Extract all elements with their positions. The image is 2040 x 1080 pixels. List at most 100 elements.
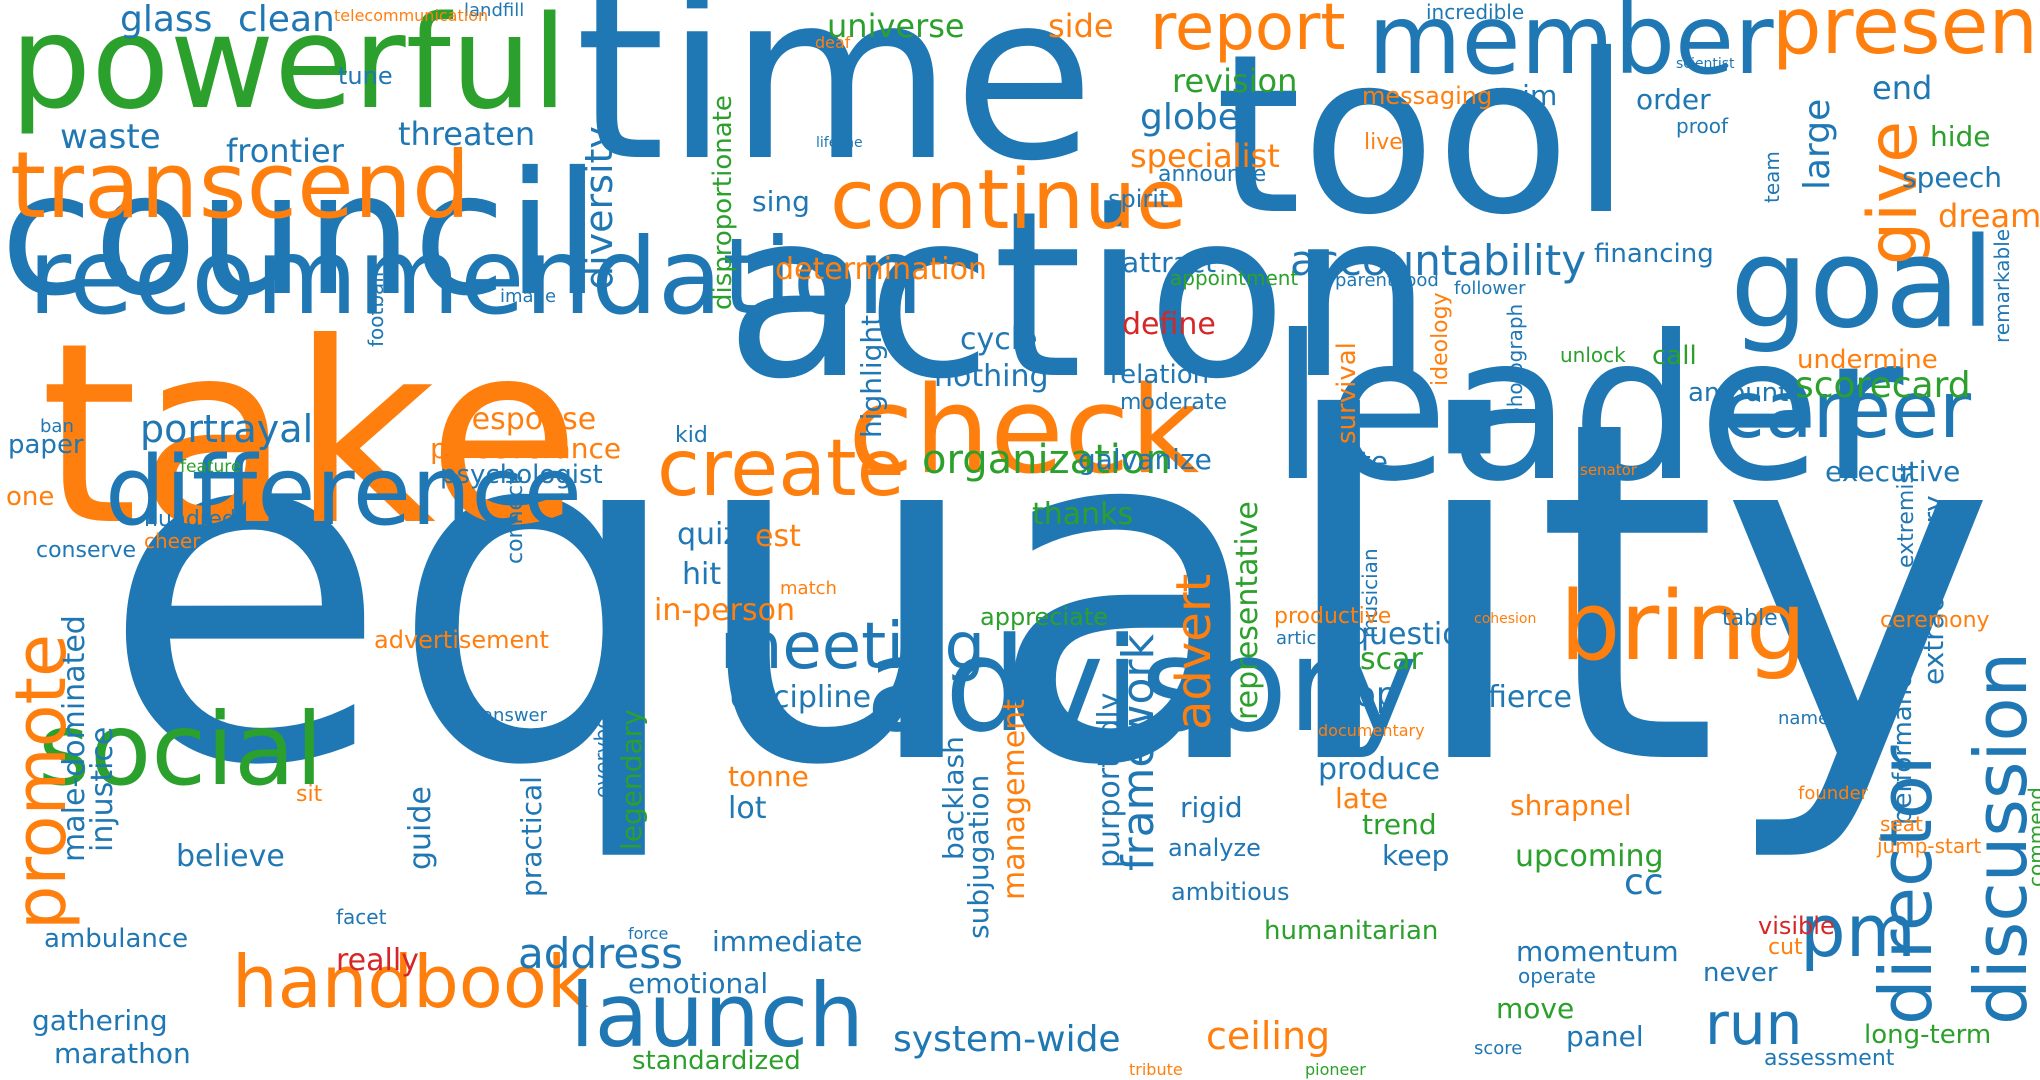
cloud-word: seat [1880,812,1923,836]
cloud-word: revision [1172,62,1298,100]
cloud-word: glass [120,0,213,40]
cloud-word: immediate [712,925,863,958]
cloud-word: quiz [677,517,740,552]
cloud-word: standardized [632,1046,801,1076]
cloud-word: scorecard [1795,365,1971,406]
cloud-word: long-term [1864,1020,1992,1050]
cloud-word: productive [1274,604,1392,629]
cloud-word: upcoming [1515,839,1664,874]
cloud-word: undermine [1797,345,1938,375]
cloud-word: career [1722,366,1972,456]
cloud-word: specialist [1130,137,1280,175]
cloud-word: cycle [960,322,1038,357]
cloud-word: thanks [1032,497,1134,532]
cloud-word: dream [1938,197,2040,235]
cloud-word: order [1636,83,1711,116]
cloud-word: end [1872,69,1933,107]
cloud-word: extremist [1894,463,1919,568]
cloud-word: present [1772,0,2040,72]
cloud-word: answer [482,705,548,726]
cloud-word: ambulance [44,924,189,954]
cloud-word: late [1335,782,1389,815]
cloud-word: name [1778,708,1830,729]
cloud-word: advertisement [374,626,549,654]
cloud-word: purportedly [1092,692,1127,868]
cloud-word: appreciate [980,603,1109,631]
cloud-word: sing [752,185,810,218]
cloud-word: accountability [1290,236,1587,285]
cloud-word: equality [100,321,1997,868]
cloud-word: scar [1360,642,1423,677]
cloud-word: legendary [615,709,648,850]
cloud-word: hundred [144,507,236,532]
cloud-word: attract [1122,246,1217,279]
cloud-word: move [1496,992,1575,1025]
cloud-word: one [6,482,55,512]
cloud-word: landfill [464,0,525,21]
cloud-word: football [364,271,388,347]
cloud-word: everybody [590,692,614,798]
cloud-word: recommendation [28,216,924,338]
cloud-word: cc [1624,862,1664,903]
cloud-word: hit [682,557,722,592]
cloud-word: remarkable [1990,228,2014,343]
cloud-word: psychologist [440,460,603,490]
cloud-word: rigid [1180,791,1243,824]
cloud-word: extraordinary [1917,495,1950,685]
cloud-word: executive [1825,455,1961,488]
cloud-word: address [518,929,684,978]
cloud-word: force [628,924,669,943]
cloud-word: report [1150,0,1346,65]
cloud-word: take [40,289,581,580]
cloud-word: image [500,286,557,307]
cloud-word: cut [1768,935,1803,960]
cloud-word: spirit [1108,185,1169,213]
cloud-word: humanitarian [1264,916,1439,946]
cloud-word: team [1760,151,1784,203]
cloud-word: conserve [36,538,137,563]
cloud-word: threaten [398,115,536,153]
cloud-word: aim [1505,79,1558,112]
cloud-word: messaging [1362,82,1493,110]
cloud-word: organization [922,437,1171,483]
cloud-word: operate [1518,964,1596,988]
cloud-word: highlight [855,314,888,438]
cloud-word: difference [105,437,582,547]
cloud-word: keep [1382,839,1450,872]
cloud-word: feature [180,457,242,477]
cloud-word: social [38,691,324,808]
cloud-word: globe [1140,97,1240,138]
cloud-word: moderate [1120,390,1228,415]
cloud-word: check [848,362,1200,501]
cloud-word: response [460,402,597,437]
cloud-word: advert [1166,573,1222,730]
cloud-word: run [1705,990,1803,1058]
cloud-word: facet [336,905,387,929]
cloud-word: define [1122,307,1216,342]
cloud-word: really [336,943,419,978]
cloud-word: member [1368,0,1774,96]
cloud-word: analyze [1168,834,1261,862]
cloud-word: goal [1730,212,1996,356]
cloud-word: determination [775,252,987,287]
cloud-word: system-wide [893,1019,1121,1060]
cloud-word: panel [1566,1020,1644,1053]
cloud-word: lifeline [816,135,863,151]
cloud-word: financing [1594,239,1714,269]
cloud-word: shrapnel [1510,789,1632,822]
cloud-word: continue [830,153,1187,248]
cloud-word: commend [2024,787,2040,887]
cloud-word: announce [1158,162,1267,187]
cloud-word: state [1317,445,1388,478]
cloud-word: action [725,163,1433,430]
cloud-word: documentary [1318,721,1425,740]
cloud-word: perseverance [430,432,622,465]
cloud-word: kid [675,423,708,448]
cloud-word: believe [176,839,285,874]
cloud-word: practical [515,776,548,897]
cloud-word: handbook [232,940,589,1024]
cloud-word: amount [1688,378,1789,408]
cloud-word: fierce [1488,680,1572,715]
cloud-word: parenthood [1335,270,1439,291]
cloud-word: nothing [934,359,1049,394]
